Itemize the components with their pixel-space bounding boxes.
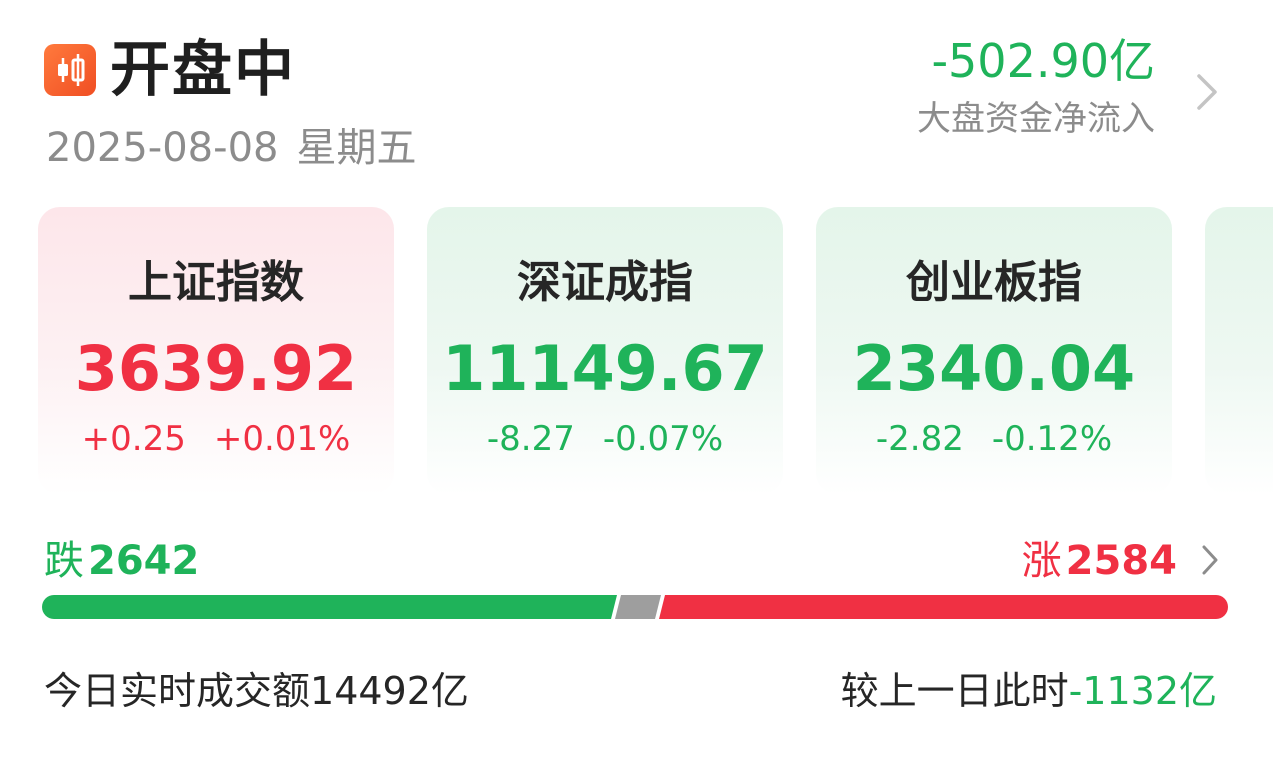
index-change: -2.82 [875, 419, 964, 459]
trade-date: 2025-08-08 星期五 [46, 122, 416, 174]
advance-decline-bar [42, 595, 1228, 619]
turnover-label: 今日实时成交额 [44, 669, 311, 713]
index-change-pct: -0.12% [991, 419, 1113, 459]
index-change-pct: +0.01% [213, 419, 351, 459]
index-card-shanghai[interactable]: 上证指数 3639.92 +0.25 +0.01% [38, 207, 394, 495]
market-status-title: 开盘中 [110, 35, 296, 105]
index-value: 3639.92 [74, 332, 358, 405]
net-inflow-value: -502.90亿 [931, 34, 1155, 88]
index-card-strip[interactable]: 上证指数 3639.92 +0.25 +0.01% 深证成指 11149.67 -… [38, 207, 1273, 497]
capital-flow-summary[interactable]: -502.90亿 大盘资金净流入 [917, 34, 1155, 144]
index-change-row: -8.27 -0.07% [427, 417, 783, 461]
advancers-number: 2584 [1065, 538, 1177, 584]
index-change: -8.27 [486, 419, 575, 459]
decliners-count: 跌 2642 [44, 536, 199, 586]
advancers-bar-segment [659, 595, 1228, 619]
turnover-value: 14492亿 [310, 669, 469, 713]
index-name: 上证指数 [128, 257, 304, 308]
turnover-compare: 较上一日此时-1132亿 [841, 664, 1217, 718]
advancers-count[interactable]: 涨 2584 [1022, 536, 1177, 586]
index-change-row: +0.25 +0.01% [38, 417, 394, 461]
compare-value: -1132亿 [1068, 669, 1217, 713]
index-name: 深证成指 [517, 257, 693, 308]
index-change-row: -2.82 -0.12% [816, 417, 1172, 461]
net-inflow-label: 大盘资金净流入 [917, 99, 1155, 139]
chevron-right-icon[interactable] [1192, 70, 1222, 114]
date-text: 2025-08-08 [46, 125, 279, 171]
decliners-label: 跌 [44, 538, 84, 584]
candlestick-chart-icon [44, 44, 96, 96]
decliners-bar-segment [42, 595, 617, 619]
index-change: +0.25 [81, 419, 186, 459]
index-name: 创业板指 [906, 257, 1082, 308]
index-card-shenzhen[interactable]: 深证成指 11149.67 -8.27 -0.07% [427, 207, 783, 495]
flat-bar-segment [615, 595, 661, 619]
index-card-partial[interactable] [1205, 207, 1273, 495]
chevron-right-icon[interactable] [1198, 542, 1222, 578]
decliners-number: 2642 [88, 538, 200, 584]
index-card-chinext[interactable]: 创业板指 2340.04 -2.82 -0.12% [816, 207, 1172, 495]
turnover-summary: 今日实时成交额14492亿 [44, 664, 469, 718]
index-value: 11149.67 [442, 332, 768, 405]
index-change-pct: -0.07% [602, 419, 724, 459]
compare-label: 较上一日此时 [840, 669, 1069, 713]
advancers-label: 涨 [1021, 538, 1062, 584]
index-value: 2340.04 [852, 332, 1136, 405]
weekday-text: 星期五 [296, 125, 417, 171]
